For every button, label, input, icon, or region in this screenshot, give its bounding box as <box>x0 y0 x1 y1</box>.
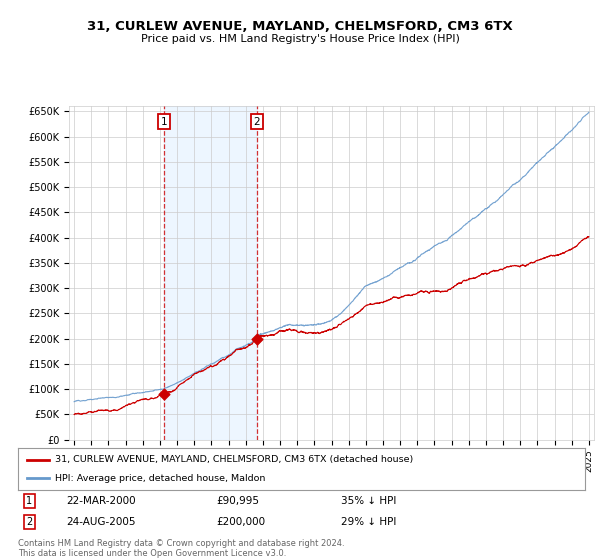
Text: 35% ↓ HPI: 35% ↓ HPI <box>341 496 397 506</box>
Text: £200,000: £200,000 <box>217 517 266 528</box>
Text: Contains HM Land Registry data © Crown copyright and database right 2024.
This d: Contains HM Land Registry data © Crown c… <box>18 539 344 558</box>
Bar <box>164 106 257 440</box>
Text: 29% ↓ HPI: 29% ↓ HPI <box>341 517 397 528</box>
Text: 1: 1 <box>160 116 167 127</box>
Point <box>159 389 169 398</box>
Text: 31, CURLEW AVENUE, MAYLAND, CHELMSFORD, CM3 6TX: 31, CURLEW AVENUE, MAYLAND, CHELMSFORD, … <box>87 20 513 32</box>
Text: 2: 2 <box>26 517 32 528</box>
Text: 2: 2 <box>254 116 260 127</box>
Text: HPI: Average price, detached house, Maldon: HPI: Average price, detached house, Mald… <box>55 474 265 483</box>
Text: 24-AUG-2005: 24-AUG-2005 <box>66 517 136 528</box>
Text: 31, CURLEW AVENUE, MAYLAND, CHELMSFORD, CM3 6TX (detached house): 31, CURLEW AVENUE, MAYLAND, CHELMSFORD, … <box>55 455 413 464</box>
Point <box>252 334 262 343</box>
Text: 1: 1 <box>26 496 32 506</box>
Text: £90,995: £90,995 <box>217 496 259 506</box>
Text: 22-MAR-2000: 22-MAR-2000 <box>66 496 136 506</box>
Text: Price paid vs. HM Land Registry's House Price Index (HPI): Price paid vs. HM Land Registry's House … <box>140 34 460 44</box>
